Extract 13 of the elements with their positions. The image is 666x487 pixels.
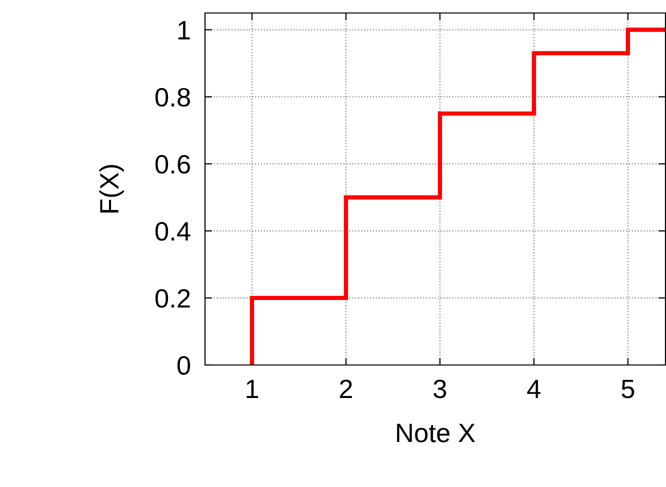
- y-tick-label: 1: [178, 21, 190, 40]
- x-tick-label: 1: [246, 380, 258, 398]
- y-tick-label: 0: [177, 356, 190, 375]
- x-tick-label: 4: [527, 380, 540, 398]
- x-axis-title: Note X: [397, 424, 476, 442]
- x-tick-label: 3: [434, 380, 446, 398]
- y-axis-title: F(X): [99, 164, 124, 212]
- y-tick-label: 0.4: [155, 222, 190, 241]
- y-tick-label: 0.6: [155, 154, 190, 174]
- x-tick-label: 5: [622, 380, 634, 398]
- y-tick-label: 0.8: [155, 88, 190, 107]
- x-tick-label: 2: [340, 380, 352, 398]
- y-tick-label: 0.2: [155, 289, 190, 308]
